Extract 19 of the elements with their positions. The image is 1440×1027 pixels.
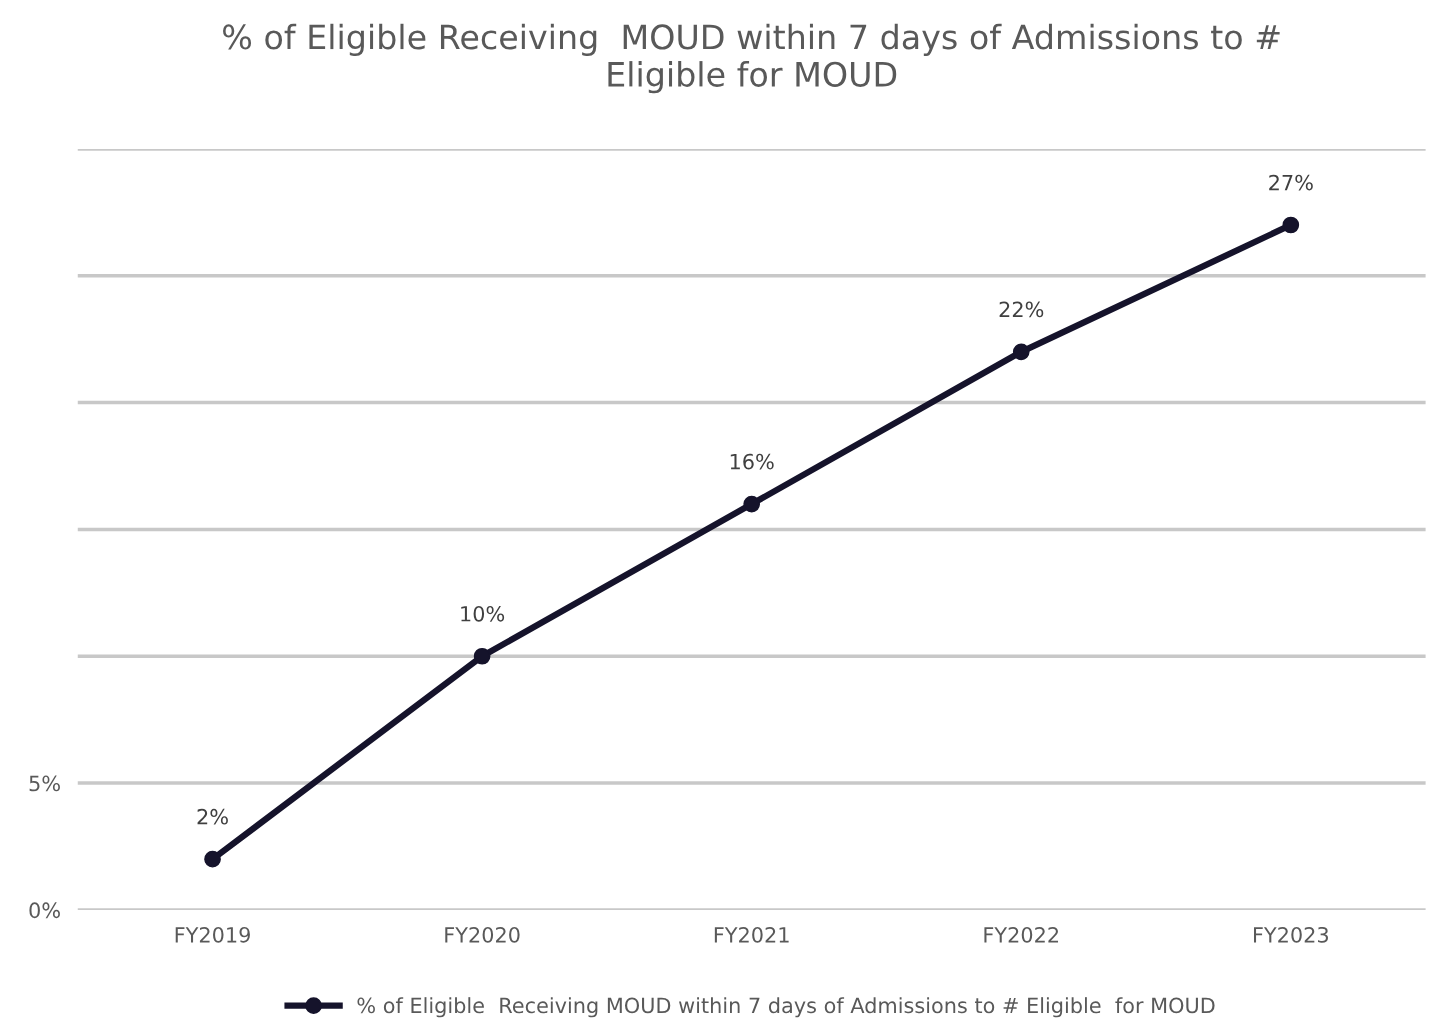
y-tick-label: 5% <box>29 775 60 792</box>
x-tick-label: FY2022 <box>984 926 1059 943</box>
point <box>743 495 761 513</box>
data-label: 10% <box>461 605 505 622</box>
data-label: 27% <box>1269 174 1313 191</box>
x-tick-label: FY2020 <box>445 926 520 943</box>
data-label: 2% <box>197 808 228 825</box>
x-tick-label: FY2019 <box>175 926 250 943</box>
chart-title: % of Eligible Receiving MOUD within 7 days of Admissions to # Eligible for MOUD <box>223 23 1280 94</box>
x-tick-label: FY2023 <box>1254 926 1329 943</box>
data-label: 16% <box>730 453 774 470</box>
data-label: 22% <box>999 301 1044 318</box>
point <box>1282 216 1300 234</box>
y-tick-label: 0% <box>29 902 60 919</box>
legend-label: % of Eligible Receiving MOUD within 7 days of Admissions to # Eligible for MOUD <box>357 997 1215 1018</box>
x-tick-label: FY2021 <box>714 926 789 943</box>
point <box>204 850 221 868</box>
point <box>473 647 491 665</box>
point <box>1012 343 1030 361</box>
